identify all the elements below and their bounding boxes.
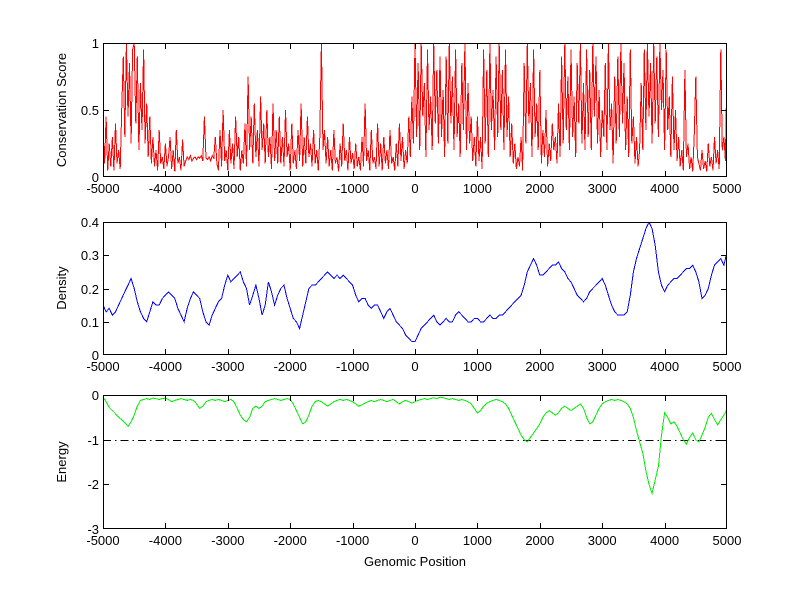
x-tick-label: -1000 — [335, 533, 370, 548]
y-tick-label: -1 — [87, 432, 99, 448]
x-tick-label: -5000 — [86, 533, 120, 548]
x-tick-label: -3000 — [211, 181, 245, 196]
series-conservation-score — [103, 43, 727, 172]
y-tick-label: 0 — [91, 388, 99, 403]
x-tick-label: 2000 — [525, 359, 555, 374]
y-axis-label-energy: Energy — [54, 441, 69, 483]
y-tick-label: 1 — [91, 36, 99, 51]
x-tick-label: -3000 — [211, 533, 245, 548]
plot-area-density — [103, 222, 727, 355]
x-tick-label: -2000 — [273, 181, 307, 196]
plot-area-conservation — [103, 43, 727, 177]
x-tick-label: -2000 — [273, 359, 307, 374]
x-tick-label: 2000 — [525, 181, 555, 196]
x-tick-label: -3000 — [211, 359, 245, 374]
x-tick-label: 0 — [411, 181, 419, 196]
x-tick-label: -5000 — [86, 181, 120, 196]
x-tick-label: 5000 — [712, 181, 742, 196]
x-tick-label: -4000 — [148, 533, 183, 548]
y-tick-label: 0 — [91, 348, 99, 363]
x-tick-label: 5000 — [712, 359, 742, 374]
x-tick-label: 0 — [411, 359, 419, 374]
x-tick-label: 3000 — [587, 359, 617, 374]
x-tick-label: 1000 — [462, 359, 492, 374]
y-tick-label: 0.4 — [80, 215, 99, 230]
x-tick-label: 4000 — [650, 533, 680, 548]
series-energy — [103, 396, 727, 496]
axes-box — [103, 395, 727, 529]
x-tick-label: 1000 — [462, 181, 492, 196]
x-tick-label: 4000 — [650, 181, 680, 196]
x-tick-label: -4000 — [148, 181, 183, 196]
x-tick-label: 3000 — [587, 533, 617, 548]
y-tick-label: -3 — [87, 522, 99, 537]
series-density — [103, 222, 727, 343]
x-tick-label: 4000 — [650, 359, 680, 374]
x-tick-label: -2000 — [273, 533, 307, 548]
y-tick-label: -2 — [87, 477, 99, 493]
x-tick-label: 2000 — [525, 533, 555, 548]
x-tick-label: 5000 — [712, 533, 742, 548]
x-tick-label: -1000 — [335, 181, 370, 196]
x-tick-label: 1000 — [462, 533, 492, 548]
y-tick-label: 0.3 — [80, 248, 99, 264]
y-tick-label: 0.5 — [80, 103, 99, 118]
axes-box — [103, 222, 727, 355]
y-tick-label: 0 — [91, 170, 99, 185]
x-tick-label: -5000 — [86, 359, 120, 374]
x-tick-label: -4000 — [148, 359, 183, 374]
x-axis-title: Genomic Position — [364, 554, 466, 569]
plot-area-energy — [103, 395, 727, 529]
tick-marks — [103, 222, 727, 355]
tick-marks — [103, 395, 727, 529]
y-tick-label: 0.2 — [80, 281, 99, 297]
x-tick-label: 3000 — [587, 181, 617, 196]
tick-marks — [103, 43, 727, 177]
y-tick-label: 0.1 — [80, 314, 99, 330]
x-tick-label: -1000 — [335, 359, 370, 374]
axes-box — [103, 43, 727, 177]
x-tick-label: 0 — [411, 533, 419, 548]
